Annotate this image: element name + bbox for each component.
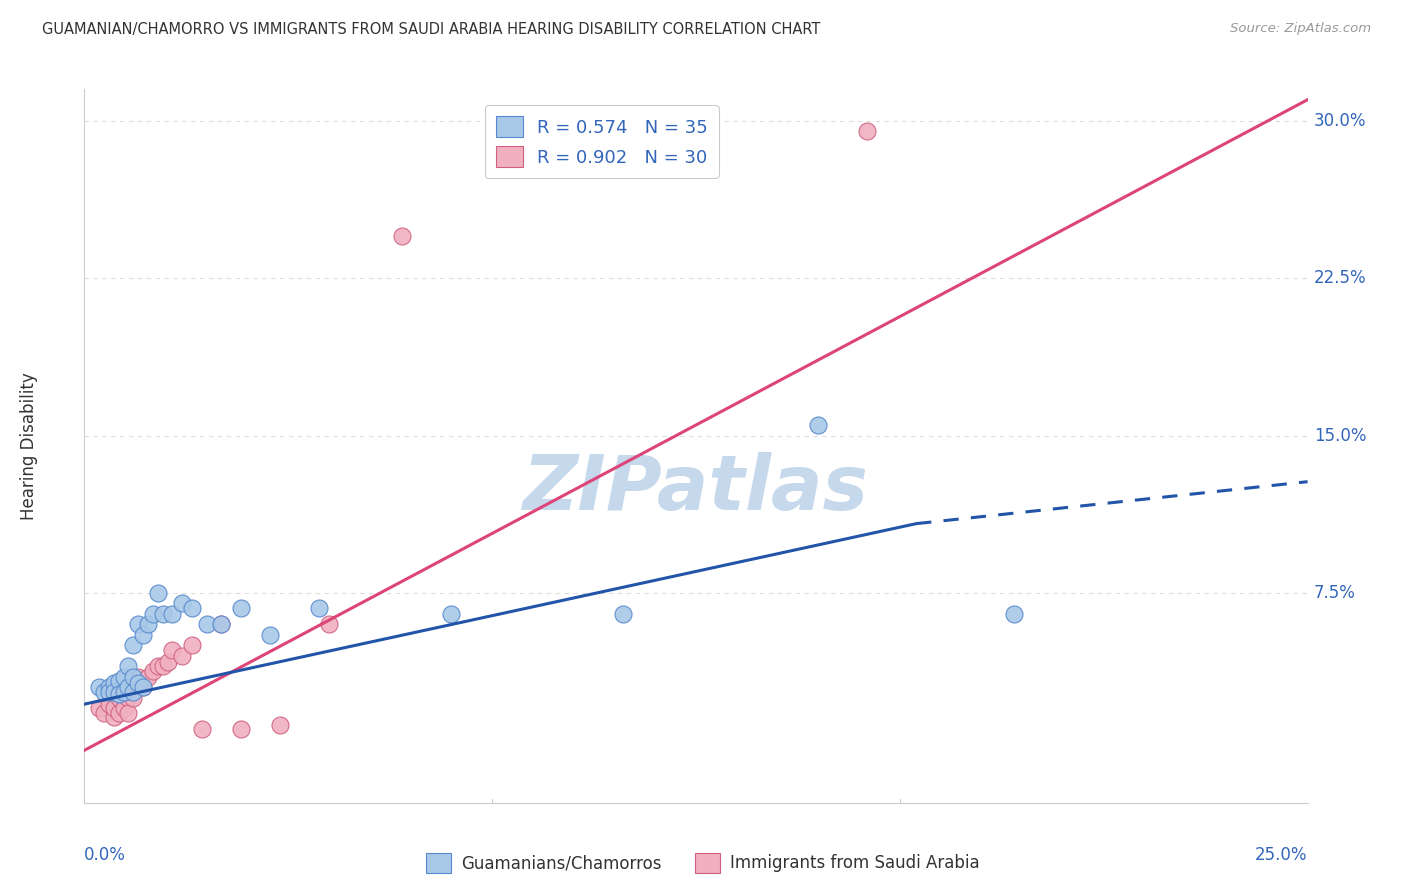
- Point: [162, 607, 184, 621]
- Point: [122, 690, 145, 705]
- Text: 25.0%: 25.0%: [1256, 846, 1308, 863]
- Point: [181, 600, 204, 615]
- Point: [132, 628, 155, 642]
- Point: [112, 701, 135, 715]
- Point: [269, 718, 291, 732]
- Point: [107, 674, 129, 689]
- Point: [103, 676, 125, 690]
- Point: [97, 681, 120, 695]
- Point: [112, 670, 135, 684]
- Point: [229, 723, 252, 737]
- Point: [107, 687, 129, 701]
- Legend: Guamanians/Chamorros, Immigrants from Saudi Arabia: Guamanians/Chamorros, Immigrants from Sa…: [419, 847, 987, 880]
- Point: [103, 701, 125, 715]
- Point: [117, 659, 139, 673]
- Point: [117, 706, 139, 720]
- Point: [146, 586, 169, 600]
- Point: [107, 690, 129, 705]
- Point: [136, 670, 159, 684]
- Point: [1002, 607, 1025, 621]
- Point: [195, 617, 218, 632]
- Point: [612, 607, 634, 621]
- Point: [152, 659, 174, 673]
- Legend: R = 0.574   N = 35, R = 0.902   N = 30: R = 0.574 N = 35, R = 0.902 N = 30: [485, 105, 718, 178]
- Text: 0.0%: 0.0%: [84, 846, 127, 863]
- Point: [318, 617, 340, 632]
- Point: [107, 706, 129, 720]
- Text: ZIPatlas: ZIPatlas: [523, 452, 869, 525]
- Point: [127, 676, 149, 690]
- Point: [127, 670, 149, 684]
- Point: [391, 229, 413, 244]
- Point: [181, 639, 204, 653]
- Point: [162, 642, 184, 657]
- Point: [142, 607, 165, 621]
- Point: [807, 417, 830, 432]
- Point: [122, 670, 145, 684]
- Point: [209, 617, 232, 632]
- Point: [97, 684, 120, 698]
- Point: [156, 655, 179, 669]
- Text: GUAMANIAN/CHAMORRO VS IMMIGRANTS FROM SAUDI ARABIA HEARING DISABILITY CORRELATIO: GUAMANIAN/CHAMORRO VS IMMIGRANTS FROM SA…: [42, 22, 821, 37]
- Point: [856, 124, 879, 138]
- Point: [172, 648, 194, 663]
- Point: [97, 697, 120, 711]
- Text: 7.5%: 7.5%: [1313, 584, 1355, 602]
- Point: [440, 607, 463, 621]
- Point: [117, 681, 139, 695]
- Point: [122, 684, 145, 698]
- Point: [122, 639, 145, 653]
- Text: Source: ZipAtlas.com: Source: ZipAtlas.com: [1230, 22, 1371, 36]
- Point: [132, 681, 155, 695]
- Point: [87, 701, 110, 715]
- Point: [152, 607, 174, 621]
- Text: 30.0%: 30.0%: [1313, 112, 1367, 129]
- Point: [112, 684, 135, 698]
- Point: [122, 681, 145, 695]
- Point: [209, 617, 232, 632]
- Point: [93, 706, 115, 720]
- Text: 15.0%: 15.0%: [1313, 426, 1367, 444]
- Point: [136, 617, 159, 632]
- Point: [127, 617, 149, 632]
- Point: [308, 600, 330, 615]
- Point: [87, 681, 110, 695]
- Text: 22.5%: 22.5%: [1313, 269, 1367, 287]
- Point: [172, 596, 194, 610]
- Point: [191, 723, 214, 737]
- Point: [229, 600, 252, 615]
- Point: [259, 628, 281, 642]
- Point: [132, 681, 155, 695]
- Point: [142, 664, 165, 678]
- Point: [112, 690, 135, 705]
- Point: [103, 710, 125, 724]
- Point: [103, 684, 125, 698]
- Point: [146, 659, 169, 673]
- Text: Hearing Disability: Hearing Disability: [20, 372, 38, 520]
- Point: [93, 684, 115, 698]
- Point: [117, 690, 139, 705]
